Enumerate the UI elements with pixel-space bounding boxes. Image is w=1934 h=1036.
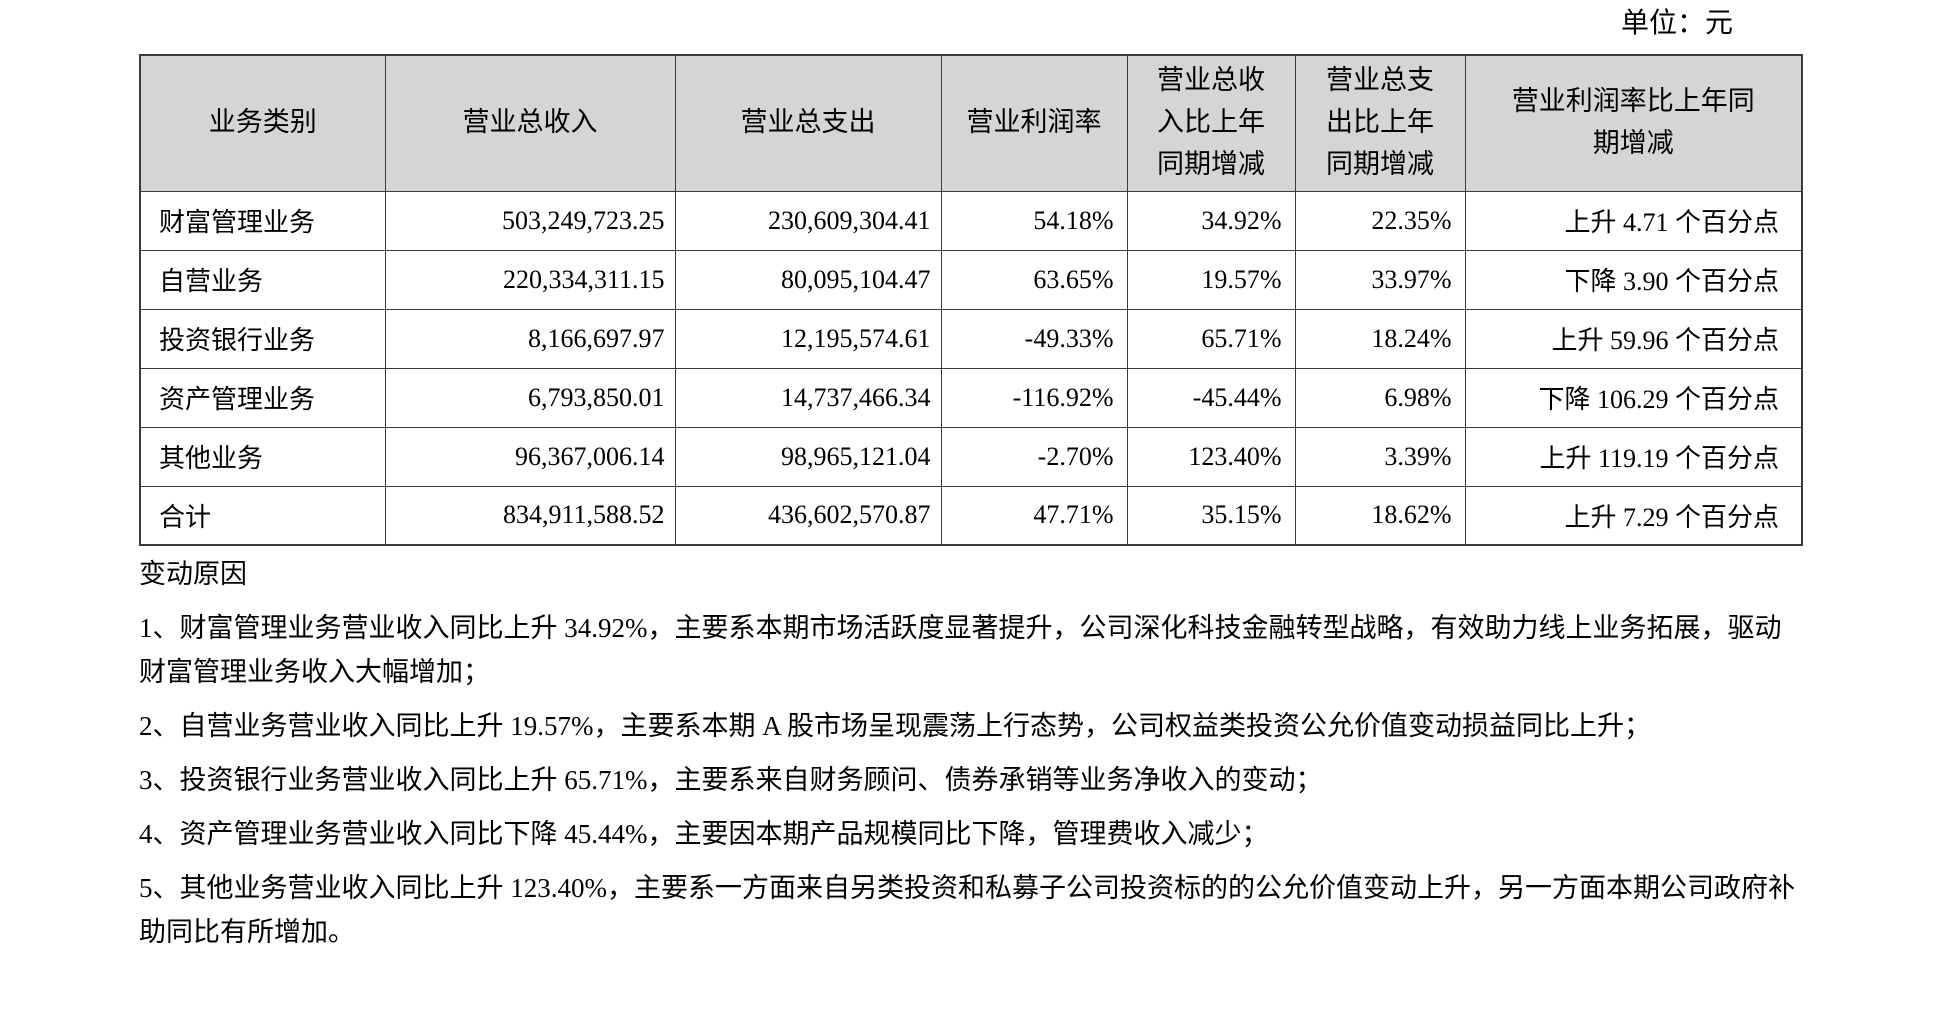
cell-expense-yoy: 22.35%	[1294, 190, 1466, 251]
header-cell-margin: 营业利润率	[940, 54, 1128, 192]
cell-expense-yoy: 18.24%	[1294, 308, 1466, 369]
cell-category: 资产管理业务	[139, 367, 386, 428]
cell-margin: 47.71%	[940, 485, 1128, 546]
unit-label: 单位：元	[1620, 8, 1733, 39]
cell-expense: 80,095,104.47	[674, 249, 942, 310]
header-cell-revenue: 营业总收入	[384, 54, 676, 192]
cell-expense: 230,609,304.41	[674, 190, 942, 251]
change-reason-item-4: 4、资产管理业务营业收入同比下降 45.44%，主要因本期产品规模同比下降，管理…	[139, 819, 1269, 849]
cell-revenue: 6,793,850.01	[384, 367, 676, 428]
cell-category: 合计	[139, 485, 386, 546]
cell-margin: 54.18%	[940, 190, 1128, 251]
cell-category: 投资银行业务	[139, 308, 386, 369]
cell-revenue: 834,911,588.52	[384, 485, 676, 546]
cell-expense-yoy: 18.62%	[1294, 485, 1466, 546]
cell-expense: 436,602,570.87	[674, 485, 942, 546]
header-cell-margin-yoy: 营业利润率比上年同期增减	[1464, 54, 1803, 192]
cell-expense-yoy: 3.39%	[1294, 426, 1466, 487]
cell-margin: -2.70%	[940, 426, 1128, 487]
header-cell-expense: 营业总支出	[674, 54, 942, 192]
cell-expense: 14,737,466.34	[674, 367, 942, 428]
cell-margin-yoy: 下降 3.90 个百分点	[1464, 249, 1803, 310]
cell-margin-yoy: 上升 4.71 个百分点	[1464, 190, 1803, 251]
cell-expense-yoy: 6.98%	[1294, 367, 1466, 428]
change-reasons-title: 变动原因	[139, 559, 247, 589]
cell-revenue: 8,166,697.97	[384, 308, 676, 369]
header-cell-revenue-yoy: 营业总收入比上年同期增减	[1126, 54, 1296, 192]
change-reason-item-2: 2、自营业务营业收入同比上升 19.57%，主要系本期 A 股市场呈现震荡上行态…	[139, 711, 1651, 741]
change-reason-item-3: 3、投资银行业务营业收入同比上升 65.71%，主要系来自财务顾问、债券承销等业…	[139, 765, 1323, 795]
cell-revenue-yoy: 35.15%	[1126, 485, 1296, 546]
table-row-investment-banking: 投资银行业务 8,166,697.97 12,195,574.61 -49.33…	[139, 308, 1803, 369]
table-row-wealth-management: 财富管理业务 503,249,723.25 230,609,304.41 54.…	[139, 190, 1803, 251]
cell-margin: -49.33%	[940, 308, 1128, 369]
cell-expense: 98,965,121.04	[674, 426, 942, 487]
table-row-asset-management: 资产管理业务 6,793,850.01 14,737,466.34 -116.9…	[139, 367, 1803, 428]
cell-category: 财富管理业务	[139, 190, 386, 251]
header-cell-category: 业务类别	[139, 54, 386, 192]
cell-margin: 63.65%	[940, 249, 1128, 310]
cell-margin-yoy: 上升 59.96 个百分点	[1464, 308, 1803, 369]
change-reason-item-5: 5、其他业务营业收入同比上升 123.40%，主要系一方面来自另类投资和私募子公…	[139, 873, 1795, 947]
change-reason-item-1: 1、财富管理业务营业收入同比上升 34.92%，主要系本期市场活跃度显著提升，公…	[139, 613, 1782, 687]
cell-margin-yoy: 上升 119.19 个百分点	[1464, 426, 1803, 487]
table-header-row: 业务类别 营业总收入 营业总支出 营业利润率 营业总收入比上年同期增减 营业总支…	[139, 54, 1803, 192]
cell-revenue: 220,334,311.15	[384, 249, 676, 310]
business-segment-table: 业务类别 营业总收入 营业总支出 营业利润率 营业总收入比上年同期增减 营业总支…	[139, 54, 1803, 546]
table-row-other: 其他业务 96,367,006.14 98,965,121.04 -2.70% …	[139, 426, 1803, 487]
cell-category: 其他业务	[139, 426, 386, 487]
cell-margin: -116.92%	[940, 367, 1128, 428]
cell-margin-yoy: 上升 7.29 个百分点	[1464, 485, 1803, 546]
cell-revenue-yoy: -45.44%	[1126, 367, 1296, 428]
cell-revenue: 503,249,723.25	[384, 190, 676, 251]
cell-expense: 12,195,574.61	[674, 308, 942, 369]
change-reasons-section: 变动原因 1、财富管理业务营业收入同比上升 34.92%，主要系本期市场活跃度显…	[139, 552, 1805, 964]
header-cell-expense-yoy: 营业总支出比上年同期增减	[1294, 54, 1466, 192]
cell-expense-yoy: 33.97%	[1294, 249, 1466, 310]
cell-revenue-yoy: 19.57%	[1126, 249, 1296, 310]
table-row-total: 合计 834,911,588.52 436,602,570.87 47.71% …	[139, 485, 1803, 546]
cell-revenue-yoy: 65.71%	[1126, 308, 1296, 369]
cell-category: 自营业务	[139, 249, 386, 310]
cell-margin-yoy: 下降 106.29 个百分点	[1464, 367, 1803, 428]
table-row-proprietary: 自营业务 220,334,311.15 80,095,104.47 63.65%…	[139, 249, 1803, 310]
cell-revenue-yoy: 123.40%	[1126, 426, 1296, 487]
cell-revenue: 96,367,006.14	[384, 426, 676, 487]
cell-revenue-yoy: 34.92%	[1126, 190, 1296, 251]
